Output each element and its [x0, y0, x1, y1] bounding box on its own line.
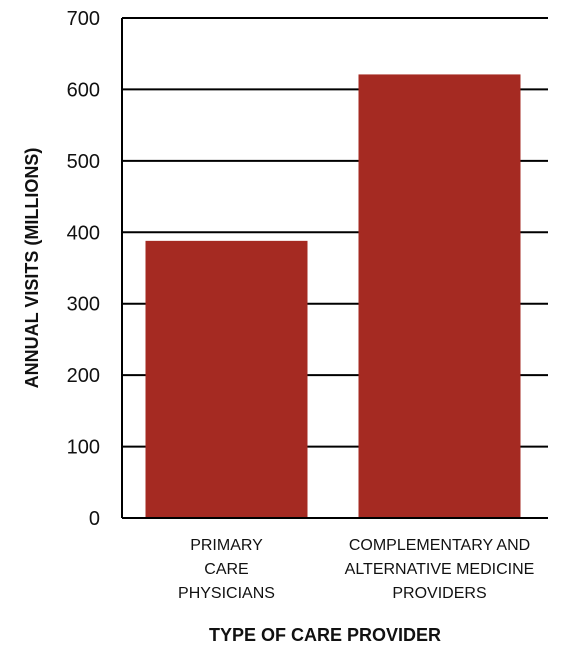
y-axis-title: ANNUAL VISITS (MILLIONS) [22, 148, 42, 389]
plot-frame [121, 17, 548, 519]
y-tick-label-100: 100 [67, 437, 100, 459]
x-category-label-2: COMPLEMENTARY AND ALTERNATIVE MEDICINE PRO… [345, 537, 535, 602]
y-tick-label-700: 700 [67, 8, 100, 30]
y-tick-label-200: 200 [67, 365, 100, 387]
bar-2 [358, 74, 521, 518]
x-category-label-1: PRIMARY CARE PHYSICIANS [178, 537, 275, 602]
y-tick-label-400: 400 [67, 222, 100, 244]
y-tick-label-300: 300 [67, 294, 100, 316]
bar-1 [145, 240, 308, 518]
x-axis-title: TYPE OF CARE PROVIDER [209, 625, 441, 645]
x-category-labels: PRIMARY CARE PHYSICIANS COMPLEMENTARY AND AL… [178, 537, 534, 602]
y-tick-labels: 0 100 200 300 400 500 600 700 [67, 8, 100, 530]
bars [145, 74, 521, 518]
y-tick-label-500: 500 [67, 151, 100, 173]
y-tick-label-600: 600 [67, 79, 100, 101]
y-tick-label-0: 0 [89, 508, 100, 530]
